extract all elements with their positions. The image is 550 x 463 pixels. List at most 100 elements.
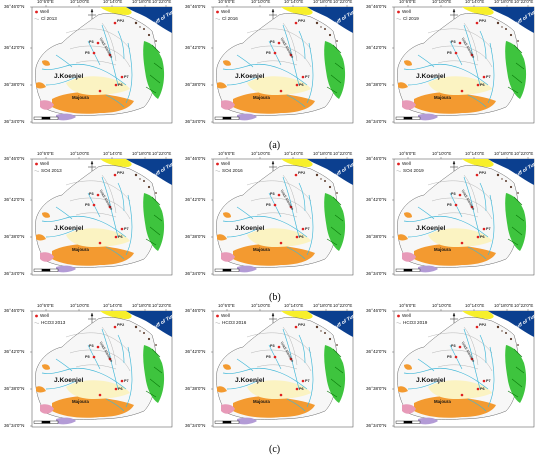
- sea-area: [307, 311, 353, 337]
- pink-formation: [402, 100, 416, 110]
- well-code: P5: [266, 203, 271, 207]
- well-code: PP2: [298, 323, 306, 327]
- well-marker: [470, 357, 474, 361]
- lon-tick-label: 10°6'0"E: [399, 0, 416, 4]
- purple-formation: [56, 265, 76, 273]
- well-code: P7: [305, 75, 310, 79]
- well-marker: [120, 379, 124, 383]
- map-canvas: [392, 157, 535, 276]
- map-panel: 36°46'0"N 36°42'0"N 36°38'0"N 36°34'0"N …: [4, 151, 179, 287]
- lon-tick-label: 10°6'0"E: [218, 303, 235, 308]
- legend-well-icon: [216, 314, 219, 318]
- well-marker: [96, 193, 100, 197]
- green-formation: [324, 345, 346, 403]
- cream-area: [428, 76, 492, 95]
- legend-parameter-label: Cl 2016: [222, 16, 238, 21]
- legend-line-icon: [396, 18, 402, 20]
- green-formation: [505, 193, 527, 251]
- sea-area: [126, 159, 172, 185]
- lon-tick-label: 10°14'0"E: [284, 303, 304, 308]
- well-code: P5: [447, 203, 452, 207]
- pink-formation: [40, 100, 54, 110]
- well-marker: [475, 173, 479, 177]
- lon-tick-label: 10°22'0"E: [152, 303, 172, 308]
- lat-tick-label: 36°42'0"N: [366, 45, 387, 50]
- lat-tick-label: 36°42'0"N: [185, 197, 206, 202]
- lat-tick-label: 36°42'0"N: [366, 197, 387, 202]
- well-code: P7: [486, 379, 491, 383]
- well-marker: [113, 325, 117, 329]
- map-canvas: [30, 5, 173, 124]
- well-marker: [301, 379, 305, 383]
- map-label-koenjel: J.Koenjel: [235, 225, 265, 232]
- pink-formation: [221, 404, 235, 414]
- well-marker: [120, 75, 124, 79]
- well-code: P5: [85, 203, 90, 207]
- north-arrow-icon: [450, 312, 458, 323]
- well-marker: [289, 53, 293, 57]
- legend-parameter-label: SO4 2019: [403, 168, 424, 173]
- lon-tick-label: 10°6'0"E: [37, 151, 54, 156]
- green-formation: [143, 345, 165, 403]
- legend-line-icon: [215, 18, 221, 20]
- orange-formation: [233, 92, 315, 114]
- map-label-majoura: Majoura: [72, 399, 89, 404]
- well-marker: [295, 83, 299, 87]
- coastal-sand: [462, 311, 494, 319]
- legend-well-label: Well: [40, 161, 49, 166]
- caption-c: (c): [269, 444, 281, 455]
- orange-formation: [414, 92, 496, 114]
- pink-formation: [40, 404, 54, 414]
- lat-tick-label: 36°34'0"N: [4, 119, 25, 124]
- map-panel: 36°46'0"N 36°42'0"N 36°38'0"N 36°34'0"N …: [185, 303, 360, 439]
- map-label-majoura: Majoura: [72, 247, 89, 252]
- legend-well-icon: [397, 10, 400, 14]
- map-canvas: [211, 309, 354, 428]
- lon-tick-label: 10°14'0"E: [465, 303, 485, 308]
- well-marker: [277, 41, 281, 45]
- legend-well-icon: [397, 314, 400, 318]
- well-marker: [273, 355, 277, 359]
- map-canvas: [30, 157, 173, 276]
- legend-line-icon: [34, 170, 40, 172]
- well-marker: [114, 387, 118, 391]
- coastal-sand: [281, 159, 313, 167]
- well-code: PP2: [479, 19, 487, 23]
- well-marker: [279, 241, 283, 245]
- well-marker: [273, 51, 277, 55]
- well-code: P5: [85, 355, 90, 359]
- map-label-majoura: Majoura: [434, 95, 451, 100]
- scale-bar: [214, 268, 240, 272]
- well-marker: [92, 203, 96, 207]
- cream-area: [66, 380, 130, 399]
- well-marker: [108, 357, 112, 361]
- lat-tick-label: 36°38'0"N: [366, 234, 387, 239]
- lon-tick-label: 10°18'0"E: [494, 0, 514, 4]
- well-marker: [277, 345, 281, 349]
- coastal-sand: [100, 159, 132, 167]
- map-label-koenjel: J.Koenjel: [235, 73, 265, 80]
- pink-formation: [402, 404, 416, 414]
- well-code: PP2: [117, 323, 125, 327]
- lon-tick-label: 10°10'0"E: [432, 303, 452, 308]
- lat-tick-label: 36°46'0"N: [185, 308, 206, 313]
- map-label-koenjel: J.Koenjel: [54, 377, 84, 384]
- well-marker: [108, 205, 112, 209]
- purple-formation: [56, 417, 76, 425]
- caption-a: (a): [269, 140, 281, 151]
- legend-well-icon: [216, 162, 219, 166]
- map-label-majoura: Majoura: [253, 399, 270, 404]
- sea-area: [307, 7, 353, 33]
- well-marker: [470, 205, 474, 209]
- lon-tick-label: 10°18'0"E: [132, 151, 152, 156]
- well-marker: [454, 355, 458, 359]
- lat-tick-label: 36°46'0"N: [4, 308, 25, 313]
- lat-tick-label: 36°38'0"N: [185, 82, 206, 87]
- well-marker: [460, 89, 464, 93]
- north-arrow-icon: [450, 8, 458, 19]
- well-marker: [294, 21, 298, 25]
- well-marker: [458, 345, 462, 349]
- well-code: P3: [451, 344, 456, 348]
- lon-tick-label: 10°14'0"E: [284, 151, 304, 156]
- lon-tick-label: 10°6'0"E: [399, 303, 416, 308]
